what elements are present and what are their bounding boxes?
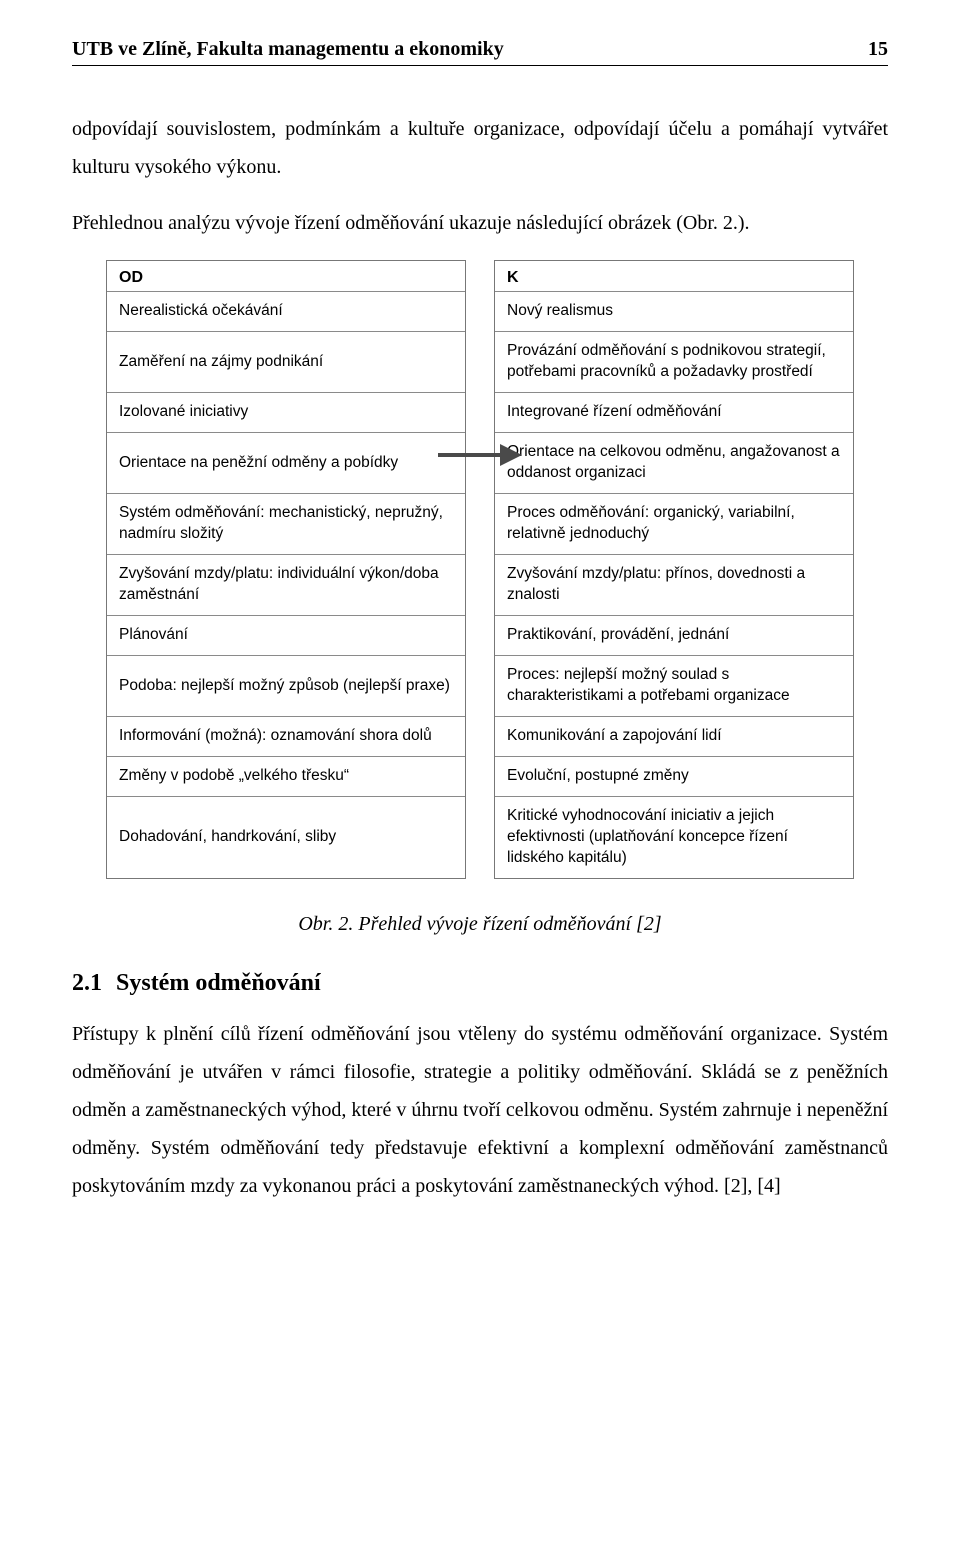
right-row-8: Komunikování a zapojování lidí — [495, 717, 853, 757]
header-university: UTB ve Zlíně, Fakulta managementu a ekon… — [72, 38, 504, 61]
section-heading-2-1: 2.1 Systém odměňování — [72, 970, 888, 997]
right-row-3: Orientace na celkovou odměnu, angažovano… — [495, 433, 853, 494]
paragraph-1: odpovídají souvislostem, podmínkám a kul… — [72, 110, 888, 186]
left-row-2: Izolované iniciativy — [107, 393, 465, 433]
right-row-6: Praktikování, provádění, jednání — [495, 616, 853, 656]
left-row-3: Orientace na peněžní odměny a pobídky — [107, 433, 465, 494]
right-row-4: Proces odměňování: organický, variabilní… — [495, 494, 853, 555]
left-row-1: Zaměření na zájmy podnikání — [107, 332, 465, 393]
right-row-0: Nový realismus — [495, 292, 853, 332]
left-row-5: Zvyšování mzdy/platu: individuální výkon… — [107, 555, 465, 616]
right-row-2: Integrované řízení odměňování — [495, 393, 853, 433]
figure-2: OD Nerealistická očekáváníZaměření na zá… — [72, 260, 888, 936]
section-title: Systém odměňování — [116, 970, 321, 996]
figure-left-column: OD Nerealistická očekáváníZaměření na zá… — [106, 260, 466, 879]
section-number: 2.1 — [72, 970, 102, 996]
paragraph-2: Přehlednou analýzu vývoje řízení odměňov… — [72, 204, 888, 242]
right-row-5: Zvyšování mzdy/platu: přínos, dovednosti… — [495, 555, 853, 616]
left-column-header: OD — [107, 261, 465, 292]
left-row-4: Systém odměňování: mechanistický, nepruž… — [107, 494, 465, 555]
left-row-7: Podoba: nejlepší možný způsob (nejlepší … — [107, 656, 465, 717]
left-row-10: Dohadování, handrkování, sliby — [107, 797, 465, 878]
right-row-10: Kritické vyhodnocování iniciativ a jejic… — [495, 797, 853, 878]
figure-columns: OD Nerealistická očekáváníZaměření na zá… — [72, 260, 888, 879]
left-row-6: Plánování — [107, 616, 465, 656]
arrow-icon — [436, 440, 524, 475]
right-column-header: K — [495, 261, 853, 292]
left-row-8: Informování (možná): oznamování shora do… — [107, 717, 465, 757]
page-number: 15 — [868, 38, 888, 61]
right-row-9: Evoluční, postupné změny — [495, 757, 853, 797]
paragraph-3: Přístupy k plnění cílů řízení odměňování… — [72, 1015, 888, 1205]
right-row-1: Provázání odměňování s podnikovou strate… — [495, 332, 853, 393]
left-row-9: Změny v podobě „velkého třesku“ — [107, 757, 465, 797]
figure-caption: Obr. 2. Přehled vývoje řízení odměňování… — [72, 913, 888, 936]
figure-right-column: K Nový realismusProvázání odměňování s p… — [494, 260, 854, 879]
right-row-7: Proces: nejlepší možný soulad s charakte… — [495, 656, 853, 717]
left-row-0: Nerealistická očekávání — [107, 292, 465, 332]
running-header: UTB ve Zlíně, Fakulta managementu a ekon… — [72, 38, 888, 66]
page-container: UTB ve Zlíně, Fakulta managementu a ekon… — [0, 0, 960, 1263]
